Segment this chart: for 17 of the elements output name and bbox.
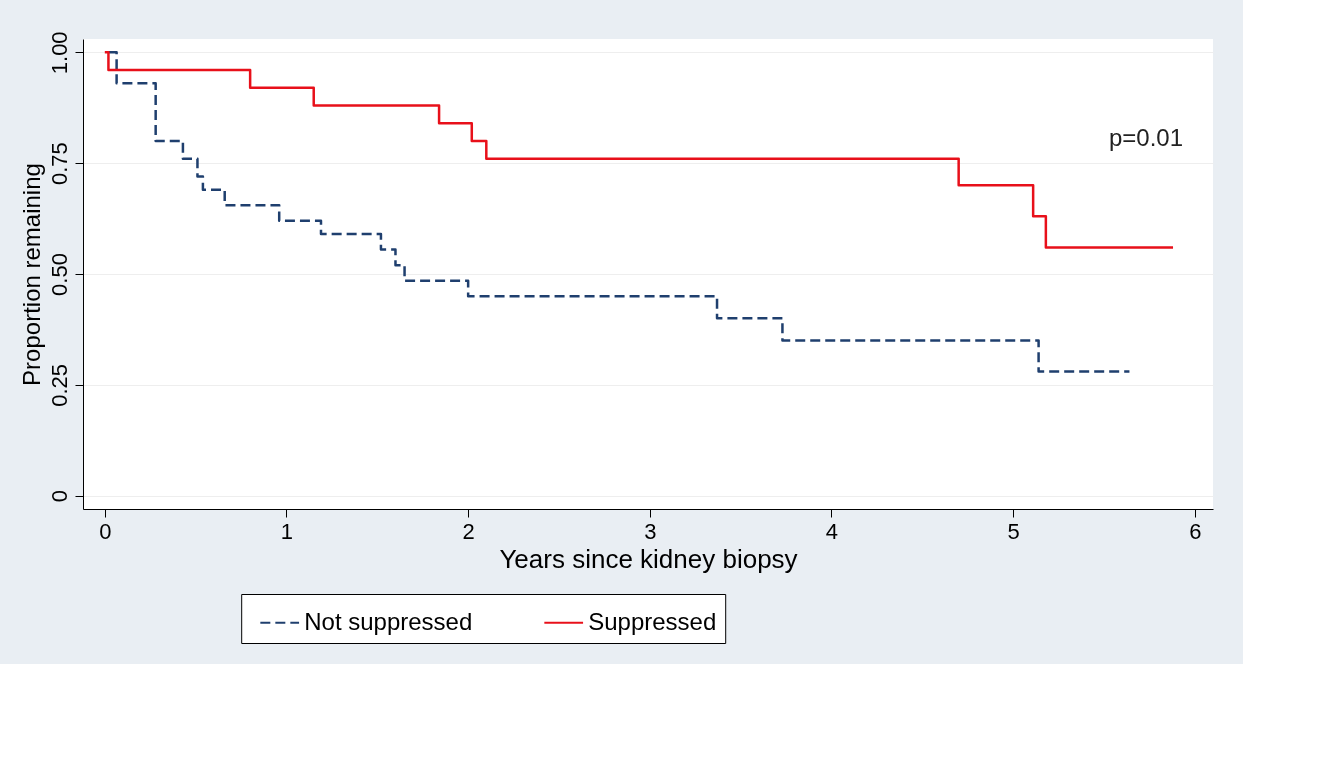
x-tick-label: 5 bbox=[1007, 518, 1020, 544]
legend-label: Not suppressed bbox=[304, 607, 473, 635]
x-tick-label: 1 bbox=[280, 518, 294, 544]
y-tick-label: 0.50 bbox=[46, 253, 72, 296]
y-tick-label: 1.00 bbox=[46, 31, 72, 75]
x-tick-label: 2 bbox=[462, 518, 475, 544]
annotation: p=0.01 bbox=[1108, 124, 1183, 151]
x-axis-title: Years since kidney biopsy bbox=[499, 543, 798, 574]
x-tick-label: 4 bbox=[825, 518, 839, 544]
legend-label: Suppressed bbox=[588, 607, 717, 635]
y-axis-title: Proportion remaining bbox=[17, 163, 45, 386]
y-tick-label: 0 bbox=[46, 490, 72, 503]
y-tick-label: 0.75 bbox=[46, 142, 72, 186]
x-tick-label: 6 bbox=[1189, 518, 1202, 544]
x-tick-label: 3 bbox=[644, 518, 657, 544]
x-tick-label: 0 bbox=[99, 518, 112, 544]
y-tick-label: 0.25 bbox=[46, 363, 72, 407]
